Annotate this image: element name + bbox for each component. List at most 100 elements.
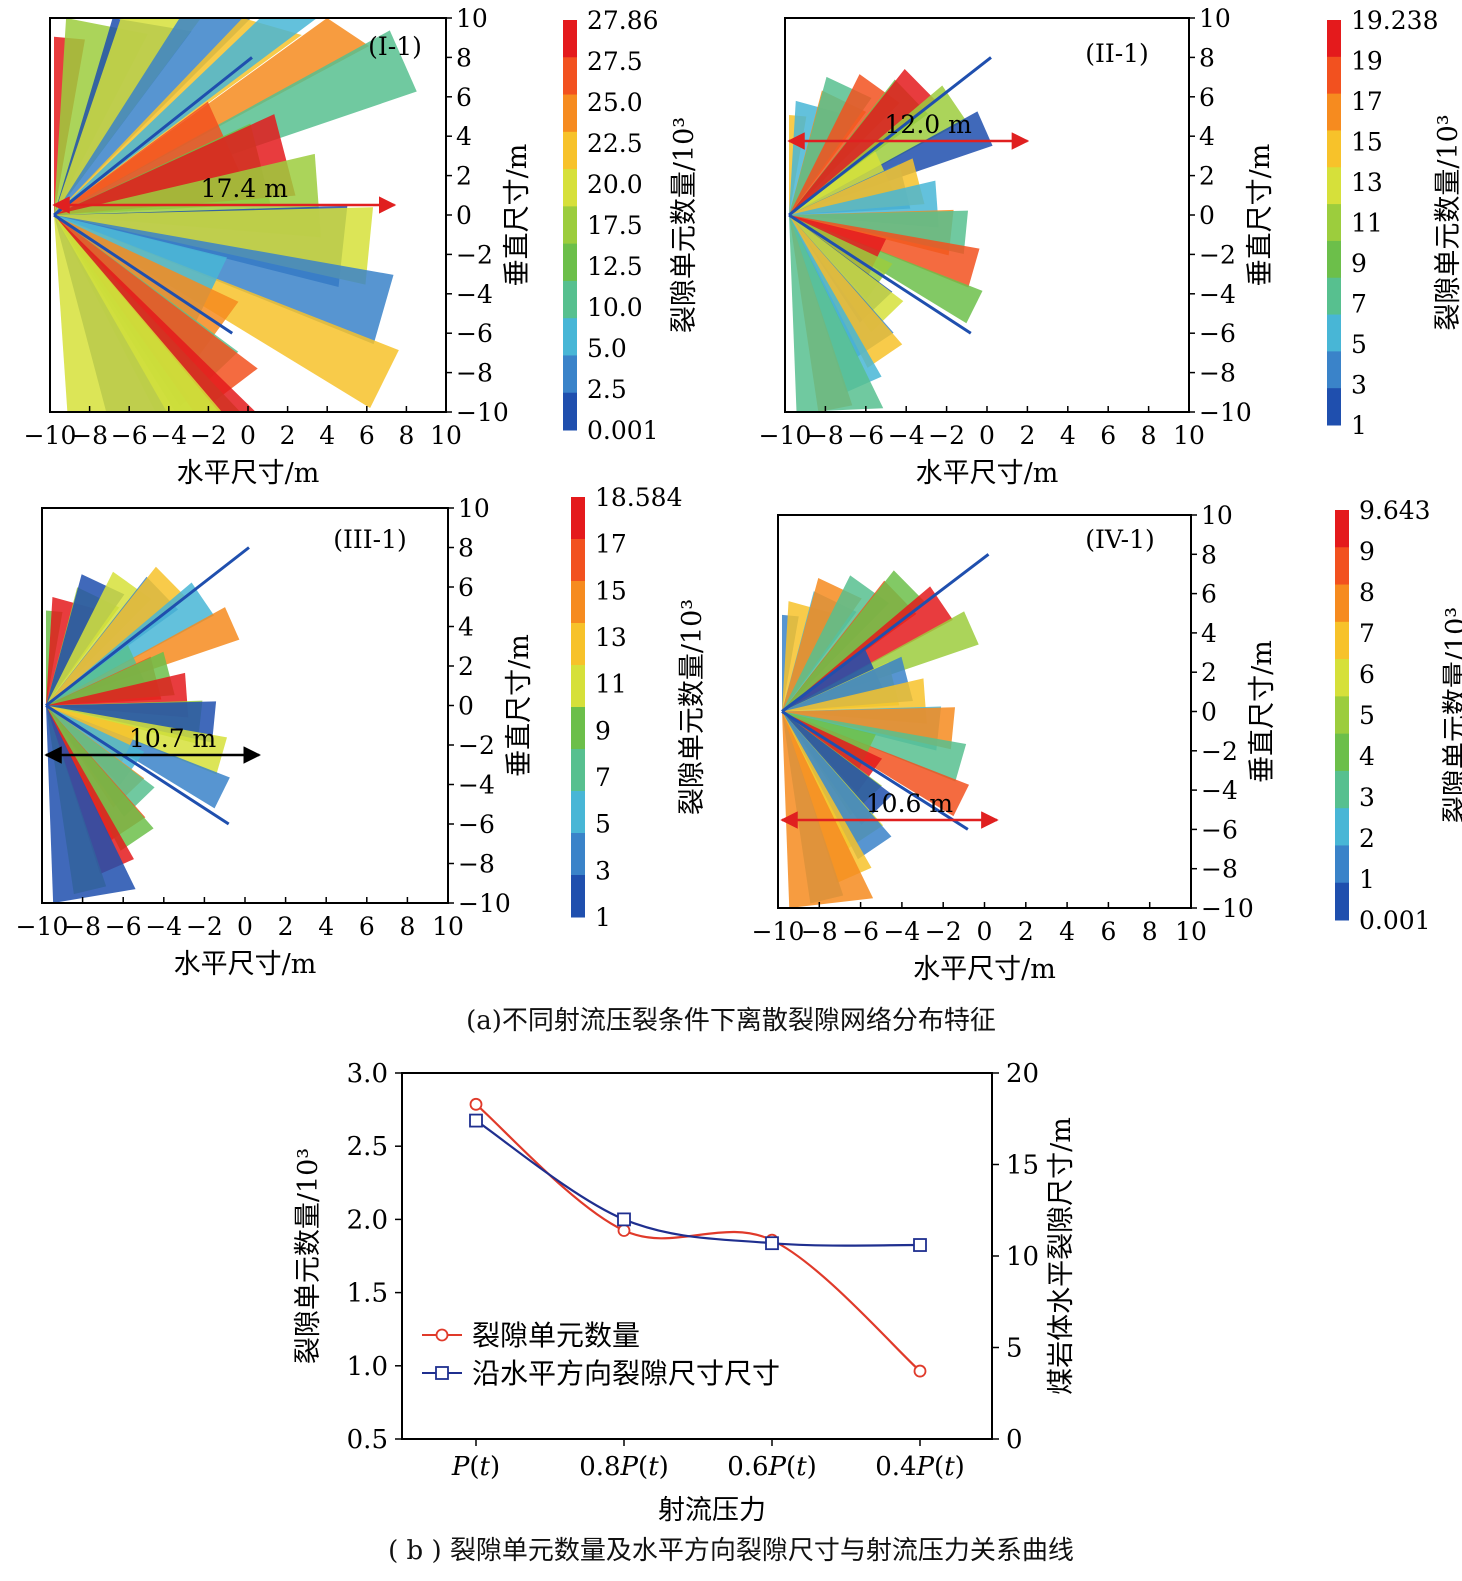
x-tick-label: −2	[190, 421, 227, 450]
colorbar-tick-label: 1	[1351, 411, 1367, 440]
distance-annotation: 10.7 m	[129, 724, 217, 753]
y-tick-label: 4	[456, 122, 472, 151]
colorbar-title: 裂隙单元数量/10³	[669, 117, 700, 333]
y-tick-label: 6	[1201, 580, 1217, 609]
y-tick-label: 2	[458, 652, 474, 681]
colorbar-segment	[571, 539, 585, 582]
y-tick-label: 0	[1201, 698, 1217, 727]
fracture-wedge	[782, 711, 893, 825]
colorbar-segment	[1327, 93, 1341, 131]
colorbar-segment	[1335, 547, 1349, 586]
colorbar-segment	[1327, 388, 1341, 426]
distance-annotation: 10.6 m	[866, 789, 954, 818]
fracture-wedge	[789, 215, 903, 368]
colorbar-segment	[1335, 808, 1349, 846]
x-tick-label-part: t	[648, 1452, 659, 1482]
x-tick-label: 2	[280, 421, 296, 450]
colorbar-tick-label: 1	[595, 903, 611, 932]
colorbar-segment	[571, 749, 585, 792]
colorbar-tick-label: 4	[1359, 742, 1375, 771]
x-tick-label: 6	[1100, 421, 1116, 450]
x-tick-label: −8	[64, 912, 101, 941]
x-tick-label: −10	[24, 421, 77, 450]
colorbar-tick-label: 2	[1359, 824, 1375, 853]
x-tick-label: 0	[977, 917, 993, 946]
colorbar-tick-label: 17	[1351, 87, 1383, 116]
x-tick-label: −4	[883, 917, 920, 946]
y-tick-label: 10	[458, 494, 490, 523]
colorbar-segment	[571, 791, 585, 834]
colorbar-segment	[563, 392, 577, 431]
fracture-wedge	[782, 650, 884, 712]
colorbar-segment	[563, 94, 577, 133]
y-right-tick-label: 0	[1006, 1425, 1023, 1455]
legend-label: 裂隙单元数量	[472, 1319, 640, 1352]
x-axis-label: 水平尺寸/m	[916, 458, 1059, 489]
x-tick-label: 10	[1175, 917, 1207, 946]
y-axis-label: 垂直尺寸/m	[1247, 640, 1278, 783]
colorbar-tick-label: 19.238	[1351, 6, 1438, 35]
colorbar-segment	[1327, 314, 1341, 352]
fracture-wedge	[54, 215, 256, 412]
x-tick-label: −2	[186, 912, 223, 941]
x-tick-label: −4	[888, 421, 925, 450]
fracture-wedge	[782, 711, 872, 883]
y-tick-label: −6	[1201, 815, 1238, 844]
y-tick-label: 8	[1201, 540, 1217, 569]
colorbar-segment	[563, 243, 577, 282]
x-tick-label-part: )	[490, 1452, 500, 1482]
x-tick-label: 0	[240, 421, 256, 450]
y-tick-label: 10	[1201, 501, 1233, 530]
colorbar-tick-label: 17.5	[587, 211, 643, 240]
y-tick-label: −4	[1199, 280, 1236, 309]
distance-annotation: 12.0 m	[885, 110, 973, 139]
x-tick-label: −6	[842, 917, 879, 946]
fracture-wedge	[782, 570, 925, 712]
colorbar-segment	[1335, 733, 1349, 772]
x-tick-label-part: (	[638, 1452, 648, 1482]
panel-III-1: (III-1)−10−8 −6 −4 −2 0 2 4 6 8 10水平尺寸/m−10−8−6−4…	[16, 483, 708, 980]
y-tick-label: 4	[1199, 122, 1215, 151]
colorbar-segment	[563, 318, 577, 356]
y-axis-label: 垂直尺寸/m	[1245, 144, 1276, 287]
y-tick-label: −2	[458, 731, 495, 760]
y-tick-label: −8	[458, 850, 495, 879]
x-axis-label: 水平尺寸/m	[177, 458, 320, 489]
colorbar-segment	[571, 707, 585, 750]
colorbar-segment	[1327, 130, 1341, 168]
panel-label: (I-1)	[368, 32, 422, 61]
y-tick-label: −6	[458, 810, 495, 839]
fracture-wedge	[46, 566, 187, 706]
panel-IV-1: (IV-1)−10−8 −6 −4 −2 0 2 4 6 8 10水平尺寸/m−10−8−6−4−…	[752, 496, 1462, 985]
data-point-square	[913, 1238, 927, 1252]
fracture-wedge	[54, 101, 241, 215]
colorbar-tick-label: 17	[595, 530, 627, 559]
x-tick-label: 10	[430, 421, 462, 450]
y-tick-label: −10	[1199, 398, 1252, 427]
colorbar-segment	[1335, 659, 1349, 697]
fracture-wedge	[54, 215, 258, 412]
legend-marker	[435, 1366, 449, 1380]
caption-b: ( b ) 裂隙单元数量及水平方向裂隙尺寸与射流压力关系曲线	[388, 1536, 1074, 1566]
panel-label: (IV-1)	[1085, 525, 1155, 554]
x-tick-label-part: 0.4	[875, 1452, 916, 1482]
y-tick-label: 6	[1199, 83, 1215, 112]
colorbar-tick-label: 27.86	[587, 6, 659, 35]
x-tick-label: 10	[1173, 421, 1205, 450]
colorbar-tick-label: 5	[1351, 330, 1367, 359]
series-line-2	[475, 1119, 921, 1247]
y-tick-label: −4	[1201, 776, 1238, 805]
x-tick-label: −10	[759, 421, 812, 450]
x-tick-label: 2	[278, 912, 294, 941]
x-tick-label-part: 0.8	[579, 1452, 620, 1482]
colorbar-tick-label: 0.001	[587, 416, 659, 445]
fracture-core	[53, 56, 253, 335]
fracture-wedge	[789, 215, 882, 393]
colorbar-segment	[1327, 20, 1341, 58]
x-tick-label-part: (	[469, 1452, 479, 1482]
fracture-wedge	[46, 705, 154, 851]
y-tick-label: −4	[458, 771, 495, 800]
colorbar-tick-label: 7	[595, 763, 611, 792]
x-tick-label-part: P	[451, 1452, 470, 1482]
x-tick-label: 8	[1141, 421, 1157, 450]
